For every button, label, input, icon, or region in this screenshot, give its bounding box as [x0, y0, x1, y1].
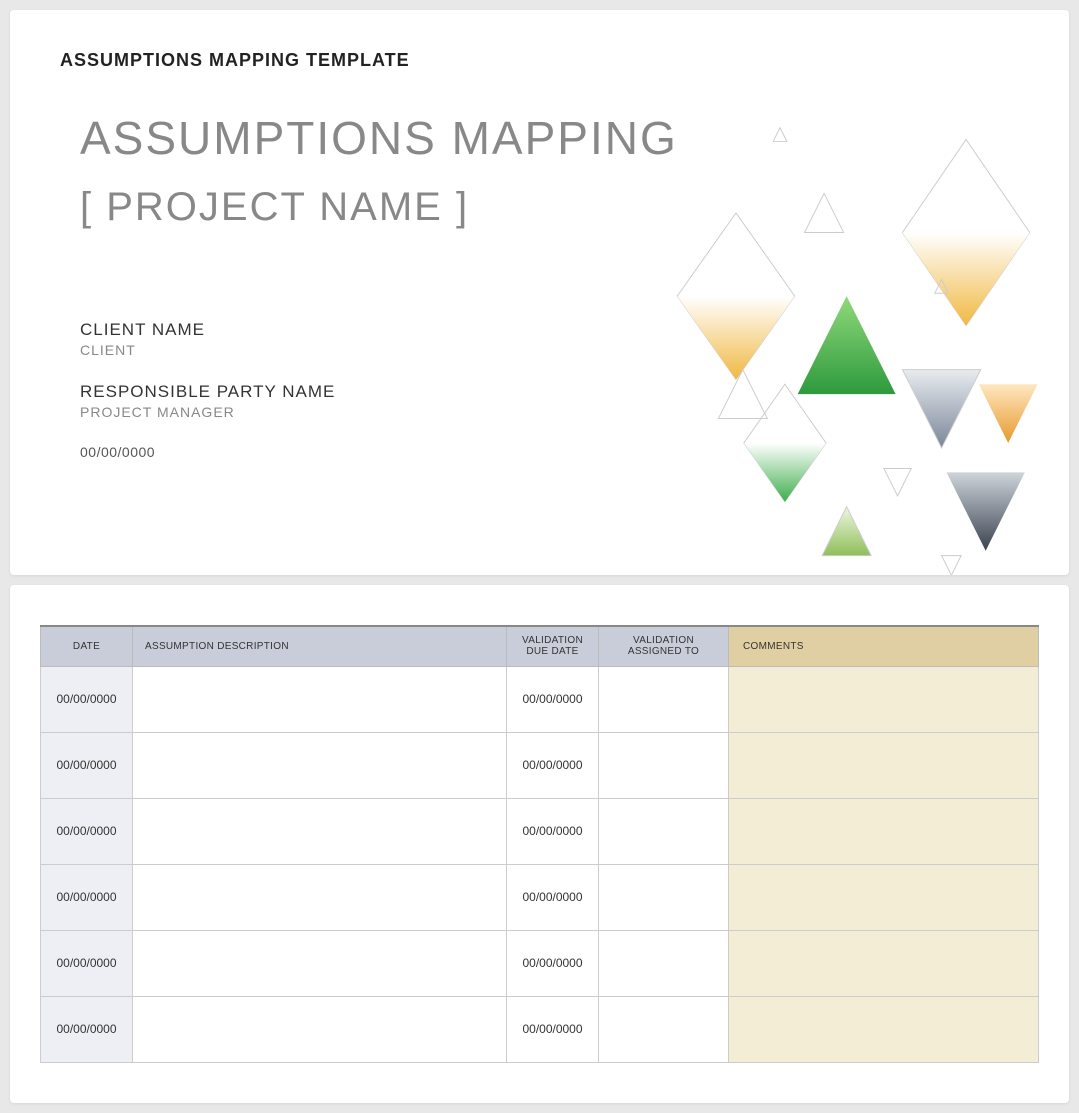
document-title: ASSUMPTIONS MAPPING TEMPLATE: [60, 50, 1019, 71]
assumptions-table: DATEASSUMPTION DESCRIPTIONVALIDATIONDUE …: [40, 625, 1039, 1063]
column-header-date: DATE: [41, 626, 133, 666]
table-row: 00/00/0000 00/00/0000: [41, 732, 1039, 798]
column-header-description: ASSUMPTION DESCRIPTION: [133, 626, 507, 666]
cell-comments[interactable]: [729, 996, 1039, 1062]
table-row: 00/00/0000 00/00/0000: [41, 666, 1039, 732]
cell-comments[interactable]: [729, 930, 1039, 996]
cell-date[interactable]: 00/00/0000: [41, 666, 133, 732]
cell-due[interactable]: 00/00/0000: [507, 930, 599, 996]
cell-assigned[interactable]: [599, 930, 729, 996]
cell-date[interactable]: 00/00/0000: [41, 798, 133, 864]
cell-date[interactable]: 00/00/0000: [41, 930, 133, 996]
cell-assigned[interactable]: [599, 996, 729, 1062]
cell-due[interactable]: 00/00/0000: [507, 798, 599, 864]
cell-description[interactable]: [133, 666, 507, 732]
decorative-triangles: [619, 115, 1039, 575]
table-page: DATEASSUMPTION DESCRIPTIONVALIDATIONDUE …: [10, 585, 1069, 1103]
cell-date[interactable]: 00/00/0000: [41, 864, 133, 930]
cell-description[interactable]: [133, 798, 507, 864]
cell-date[interactable]: 00/00/0000: [41, 996, 133, 1062]
table-row: 00/00/0000 00/00/0000: [41, 864, 1039, 930]
cell-due[interactable]: 00/00/0000: [507, 864, 599, 930]
cell-due[interactable]: 00/00/0000: [507, 996, 599, 1062]
cell-description[interactable]: [133, 864, 507, 930]
cell-assigned[interactable]: [599, 732, 729, 798]
cell-assigned[interactable]: [599, 666, 729, 732]
cell-assigned[interactable]: [599, 798, 729, 864]
cover-page: ASSUMPTIONS MAPPING TEMPLATE ASSUMPTIONS…: [10, 10, 1069, 575]
cell-date[interactable]: 00/00/0000: [41, 732, 133, 798]
cell-assigned[interactable]: [599, 864, 729, 930]
cell-comments[interactable]: [729, 666, 1039, 732]
cell-description[interactable]: [133, 930, 507, 996]
table-body: 00/00/000000/00/000000/00/000000/00/0000…: [41, 666, 1039, 1062]
cell-comments[interactable]: [729, 864, 1039, 930]
cell-due[interactable]: 00/00/0000: [507, 666, 599, 732]
table-row: 00/00/0000 00/00/0000: [41, 996, 1039, 1062]
cell-due[interactable]: 00/00/0000: [507, 732, 599, 798]
cell-comments[interactable]: [729, 798, 1039, 864]
cell-comments[interactable]: [729, 732, 1039, 798]
column-header-assigned: VALIDATIONASSIGNED TO: [599, 626, 729, 666]
cell-description[interactable]: [133, 732, 507, 798]
table-row: 00/00/0000 00/00/0000: [41, 798, 1039, 864]
column-header-comments: COMMENTS: [729, 626, 1039, 666]
cell-description[interactable]: [133, 996, 507, 1062]
column-header-due: VALIDATIONDUE DATE: [507, 626, 599, 666]
table-row: 00/00/0000 00/00/0000: [41, 930, 1039, 996]
table-header: DATEASSUMPTION DESCRIPTIONVALIDATIONDUE …: [41, 626, 1039, 666]
